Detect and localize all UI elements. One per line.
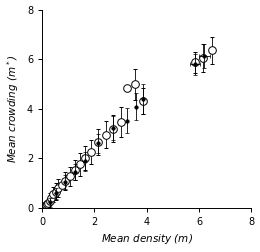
Y-axis label: Mean crowding ($m^*$): Mean crowding ($m^*$) [5, 54, 21, 163]
X-axis label: Mean density ($m$): Mean density ($m$) [101, 232, 193, 246]
